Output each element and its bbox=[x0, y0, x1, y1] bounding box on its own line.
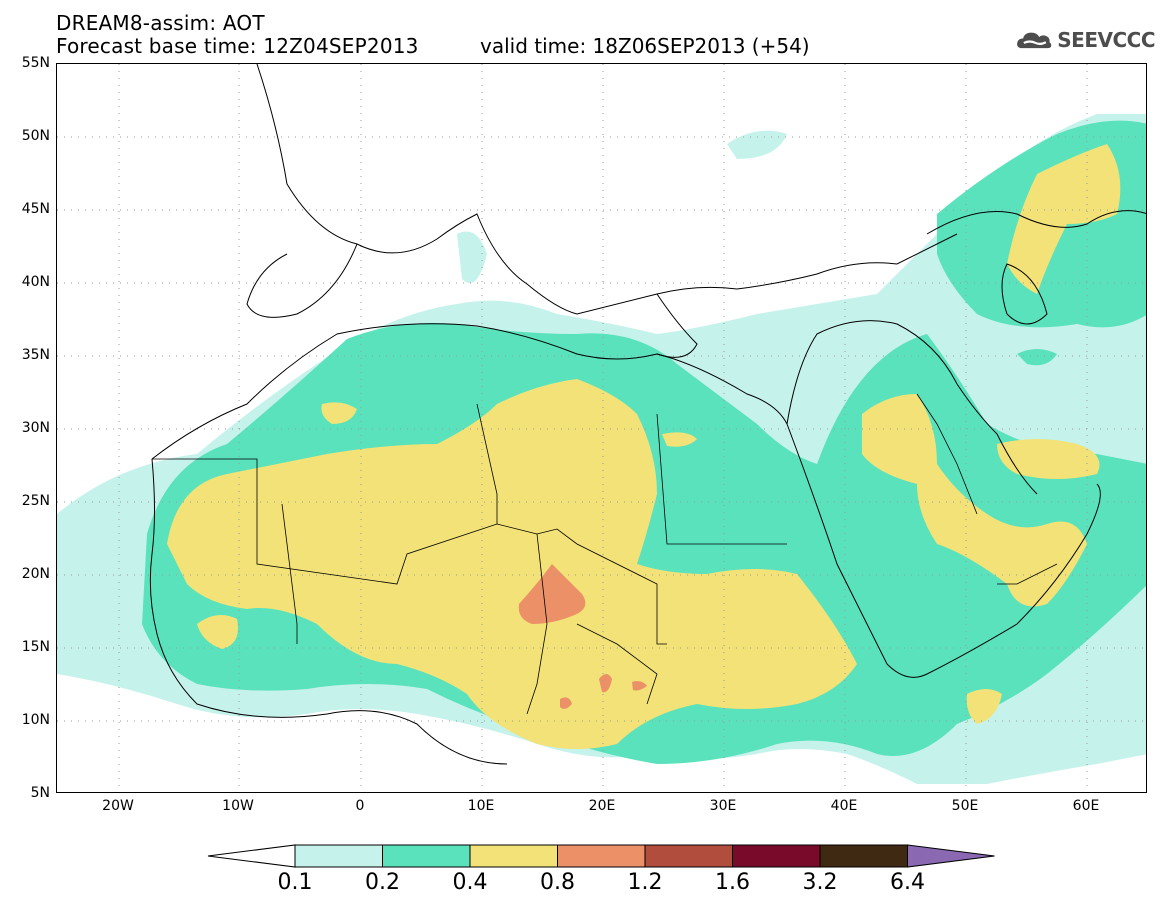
colorbar-segment bbox=[644, 844, 733, 868]
colorbar-label: 1.2 bbox=[627, 870, 663, 895]
lat-label-10n: 10N bbox=[21, 712, 50, 728]
aot-contour-0-4-c bbox=[862, 394, 1087, 607]
aot-contour-0-8-b bbox=[599, 674, 612, 693]
aot-contour-0-4-e bbox=[1007, 144, 1121, 294]
aot-contour-0-8 bbox=[518, 564, 586, 624]
aot-contour-0-1-c bbox=[457, 231, 487, 284]
lat-label-20n: 20N bbox=[21, 566, 50, 582]
colorbar-segment bbox=[819, 844, 908, 868]
lat-label-55n: 55N bbox=[21, 55, 50, 71]
colorbar-segment bbox=[294, 844, 383, 868]
lat-label-35n: 35N bbox=[21, 347, 50, 363]
aot-contour-0-4-h bbox=[662, 432, 697, 447]
grid-lines bbox=[57, 64, 1146, 792]
borders bbox=[152, 393, 1058, 715]
colorbar-label: 6.4 bbox=[890, 870, 925, 895]
aot-contour-0-2-c bbox=[1017, 349, 1057, 366]
colorbar-label: 0.4 bbox=[452, 870, 488, 895]
lat-label-45n: 45N bbox=[21, 201, 50, 217]
colorbar-segment bbox=[469, 844, 558, 868]
lon-label-0: 0 bbox=[355, 798, 365, 814]
lon-label-60e: 60E bbox=[1072, 798, 1100, 814]
lon-label-20w: 20W bbox=[102, 798, 134, 814]
colorbar-segment bbox=[732, 844, 821, 868]
aot-contour-0-4 bbox=[167, 379, 857, 749]
colorbar-segment bbox=[557, 844, 646, 868]
aot-contour-0-8-d bbox=[560, 697, 572, 709]
aot-contour-0-4-d bbox=[997, 439, 1100, 479]
valid-time: valid time: 18Z06SEP2013 (+54) bbox=[480, 34, 810, 58]
colorbar-label: 1.6 bbox=[715, 870, 750, 895]
lon-label-50e: 50E bbox=[951, 798, 979, 814]
colorbar-segment bbox=[382, 844, 471, 868]
seevccc-logo: SEEVCCC bbox=[1015, 22, 1155, 58]
lat-label-50n: 50N bbox=[21, 128, 50, 144]
cloud-icon bbox=[1017, 32, 1052, 49]
lat-label-30n: 30N bbox=[21, 420, 50, 436]
lon-label-10e: 10E bbox=[467, 798, 495, 814]
forecast-base-time: Forecast base time: 12Z04SEP2013 bbox=[56, 34, 419, 58]
lon-label-20e: 20E bbox=[588, 798, 616, 814]
lat-label-15n: 15N bbox=[21, 639, 50, 655]
colorbar-label: 0.1 bbox=[277, 870, 313, 895]
colorbar-arrow-high bbox=[907, 844, 995, 868]
lon-label-40e: 40E bbox=[830, 798, 858, 814]
lat-label-40n: 40N bbox=[21, 274, 50, 290]
lon-label-10w: 10W bbox=[222, 798, 254, 814]
logo-text: SEEVCCC bbox=[1057, 28, 1155, 52]
lat-label-5n: 5N bbox=[30, 785, 50, 801]
aot-map bbox=[57, 64, 1146, 792]
lon-label-30e: 30E bbox=[709, 798, 737, 814]
aot-contour-0-4-f bbox=[966, 689, 1002, 724]
aot-contour-0-4-b bbox=[197, 615, 238, 649]
colorbar-label: 0.2 bbox=[365, 870, 400, 895]
colorbar-arrow-low bbox=[207, 844, 296, 868]
lat-label-25n: 25N bbox=[21, 493, 50, 509]
chart-title: DREAM8-assim: AOT bbox=[56, 11, 265, 35]
map-area bbox=[56, 63, 1147, 793]
aot-contour-0-8-c bbox=[632, 681, 647, 691]
colorbar-label: 3.2 bbox=[802, 870, 838, 895]
aot-contour-0-1-b bbox=[727, 130, 787, 159]
aot-contour-0-4-g bbox=[321, 402, 357, 424]
coastlines bbox=[149, 64, 1146, 765]
colorbar-label: 0.8 bbox=[540, 870, 575, 895]
